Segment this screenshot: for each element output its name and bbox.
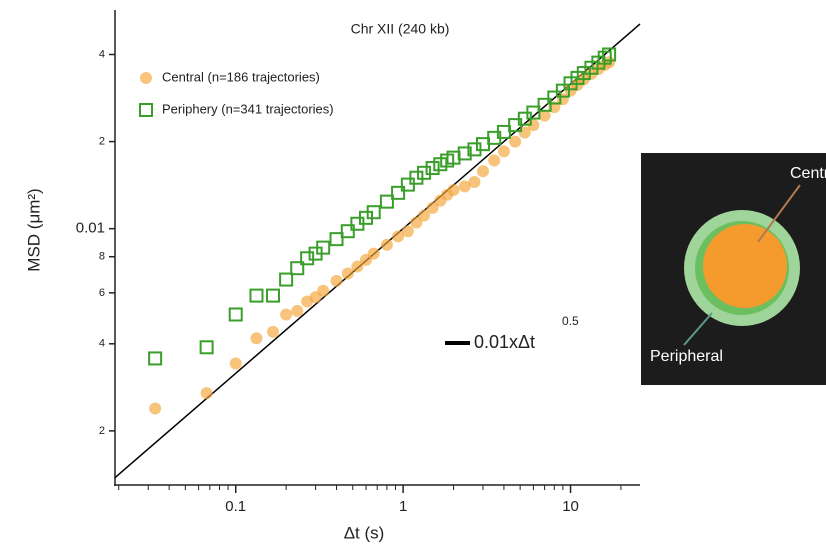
y-tick-label: 2: [99, 135, 105, 147]
legend-label: Periphery (n=341 trajectories): [162, 101, 334, 116]
y-tick-label: 4: [99, 338, 105, 350]
legend-label: Central (n=186 trajectories): [162, 69, 320, 84]
point: [249, 288, 264, 303]
inset-arrow: [757, 184, 801, 243]
point: [351, 260, 364, 273]
y-tick-label: 2: [99, 425, 105, 437]
point: [228, 307, 243, 322]
point: [367, 247, 380, 260]
point: [447, 184, 460, 197]
point: [148, 351, 163, 366]
point: [391, 185, 406, 200]
point: [417, 165, 432, 180]
fit-legend-label: 0.01xΔt: [474, 332, 535, 352]
point: [409, 170, 424, 185]
x-tick-label: 0.1: [225, 498, 246, 515]
point: [401, 225, 414, 238]
point: [330, 274, 343, 287]
point: [488, 154, 501, 167]
point: [603, 56, 616, 69]
y-tick-label: 0.01: [76, 220, 105, 237]
point: [300, 251, 315, 266]
point: [597, 50, 612, 65]
point: [537, 97, 552, 112]
point: [341, 267, 354, 280]
point: [426, 201, 439, 214]
point: [477, 165, 490, 178]
point: [149, 402, 162, 415]
inset: Central Peripheral: [641, 153, 826, 385]
inset-label: Peripheral: [650, 348, 723, 365]
point: [340, 224, 355, 239]
x-axis-label: Δt (s): [344, 523, 385, 542]
inset-label: Central: [790, 165, 826, 182]
point: [267, 325, 280, 338]
y-tick-label: 4: [99, 48, 105, 60]
point: [457, 146, 472, 161]
point: [538, 109, 551, 122]
point: [526, 105, 541, 120]
y-axis-label: MSD (μm²): [24, 188, 43, 271]
point: [509, 135, 522, 148]
point: [468, 175, 481, 188]
point: [458, 180, 471, 193]
point: [316, 240, 331, 255]
point: [392, 230, 405, 243]
point: [200, 387, 213, 400]
fit-legend-exponent: 0.5: [562, 314, 579, 328]
y-tick-label: 6: [99, 287, 105, 299]
point: [266, 288, 281, 303]
point: [497, 145, 510, 158]
y-tick-label: 8: [99, 251, 105, 263]
point: [555, 83, 570, 98]
point: [290, 261, 305, 276]
point: [317, 284, 330, 297]
point: [418, 209, 431, 222]
inset-arrow: [683, 312, 713, 346]
point: [280, 308, 293, 321]
point: [366, 205, 381, 220]
point: [425, 161, 440, 176]
point: [279, 272, 294, 287]
point: [291, 304, 304, 317]
chart-title: Chr XII (240 kb): [351, 21, 450, 37]
point: [329, 232, 344, 247]
legend-marker: [140, 72, 152, 84]
legend-marker: [139, 103, 153, 117]
point: [229, 357, 242, 370]
x-tick-label: 10: [562, 498, 579, 515]
point: [602, 47, 617, 62]
point: [199, 340, 214, 355]
inset-core: [703, 224, 787, 308]
x-tick-label: 1: [399, 498, 407, 515]
point: [250, 332, 263, 345]
point: [379, 194, 394, 209]
point: [410, 216, 423, 229]
point: [380, 238, 393, 251]
